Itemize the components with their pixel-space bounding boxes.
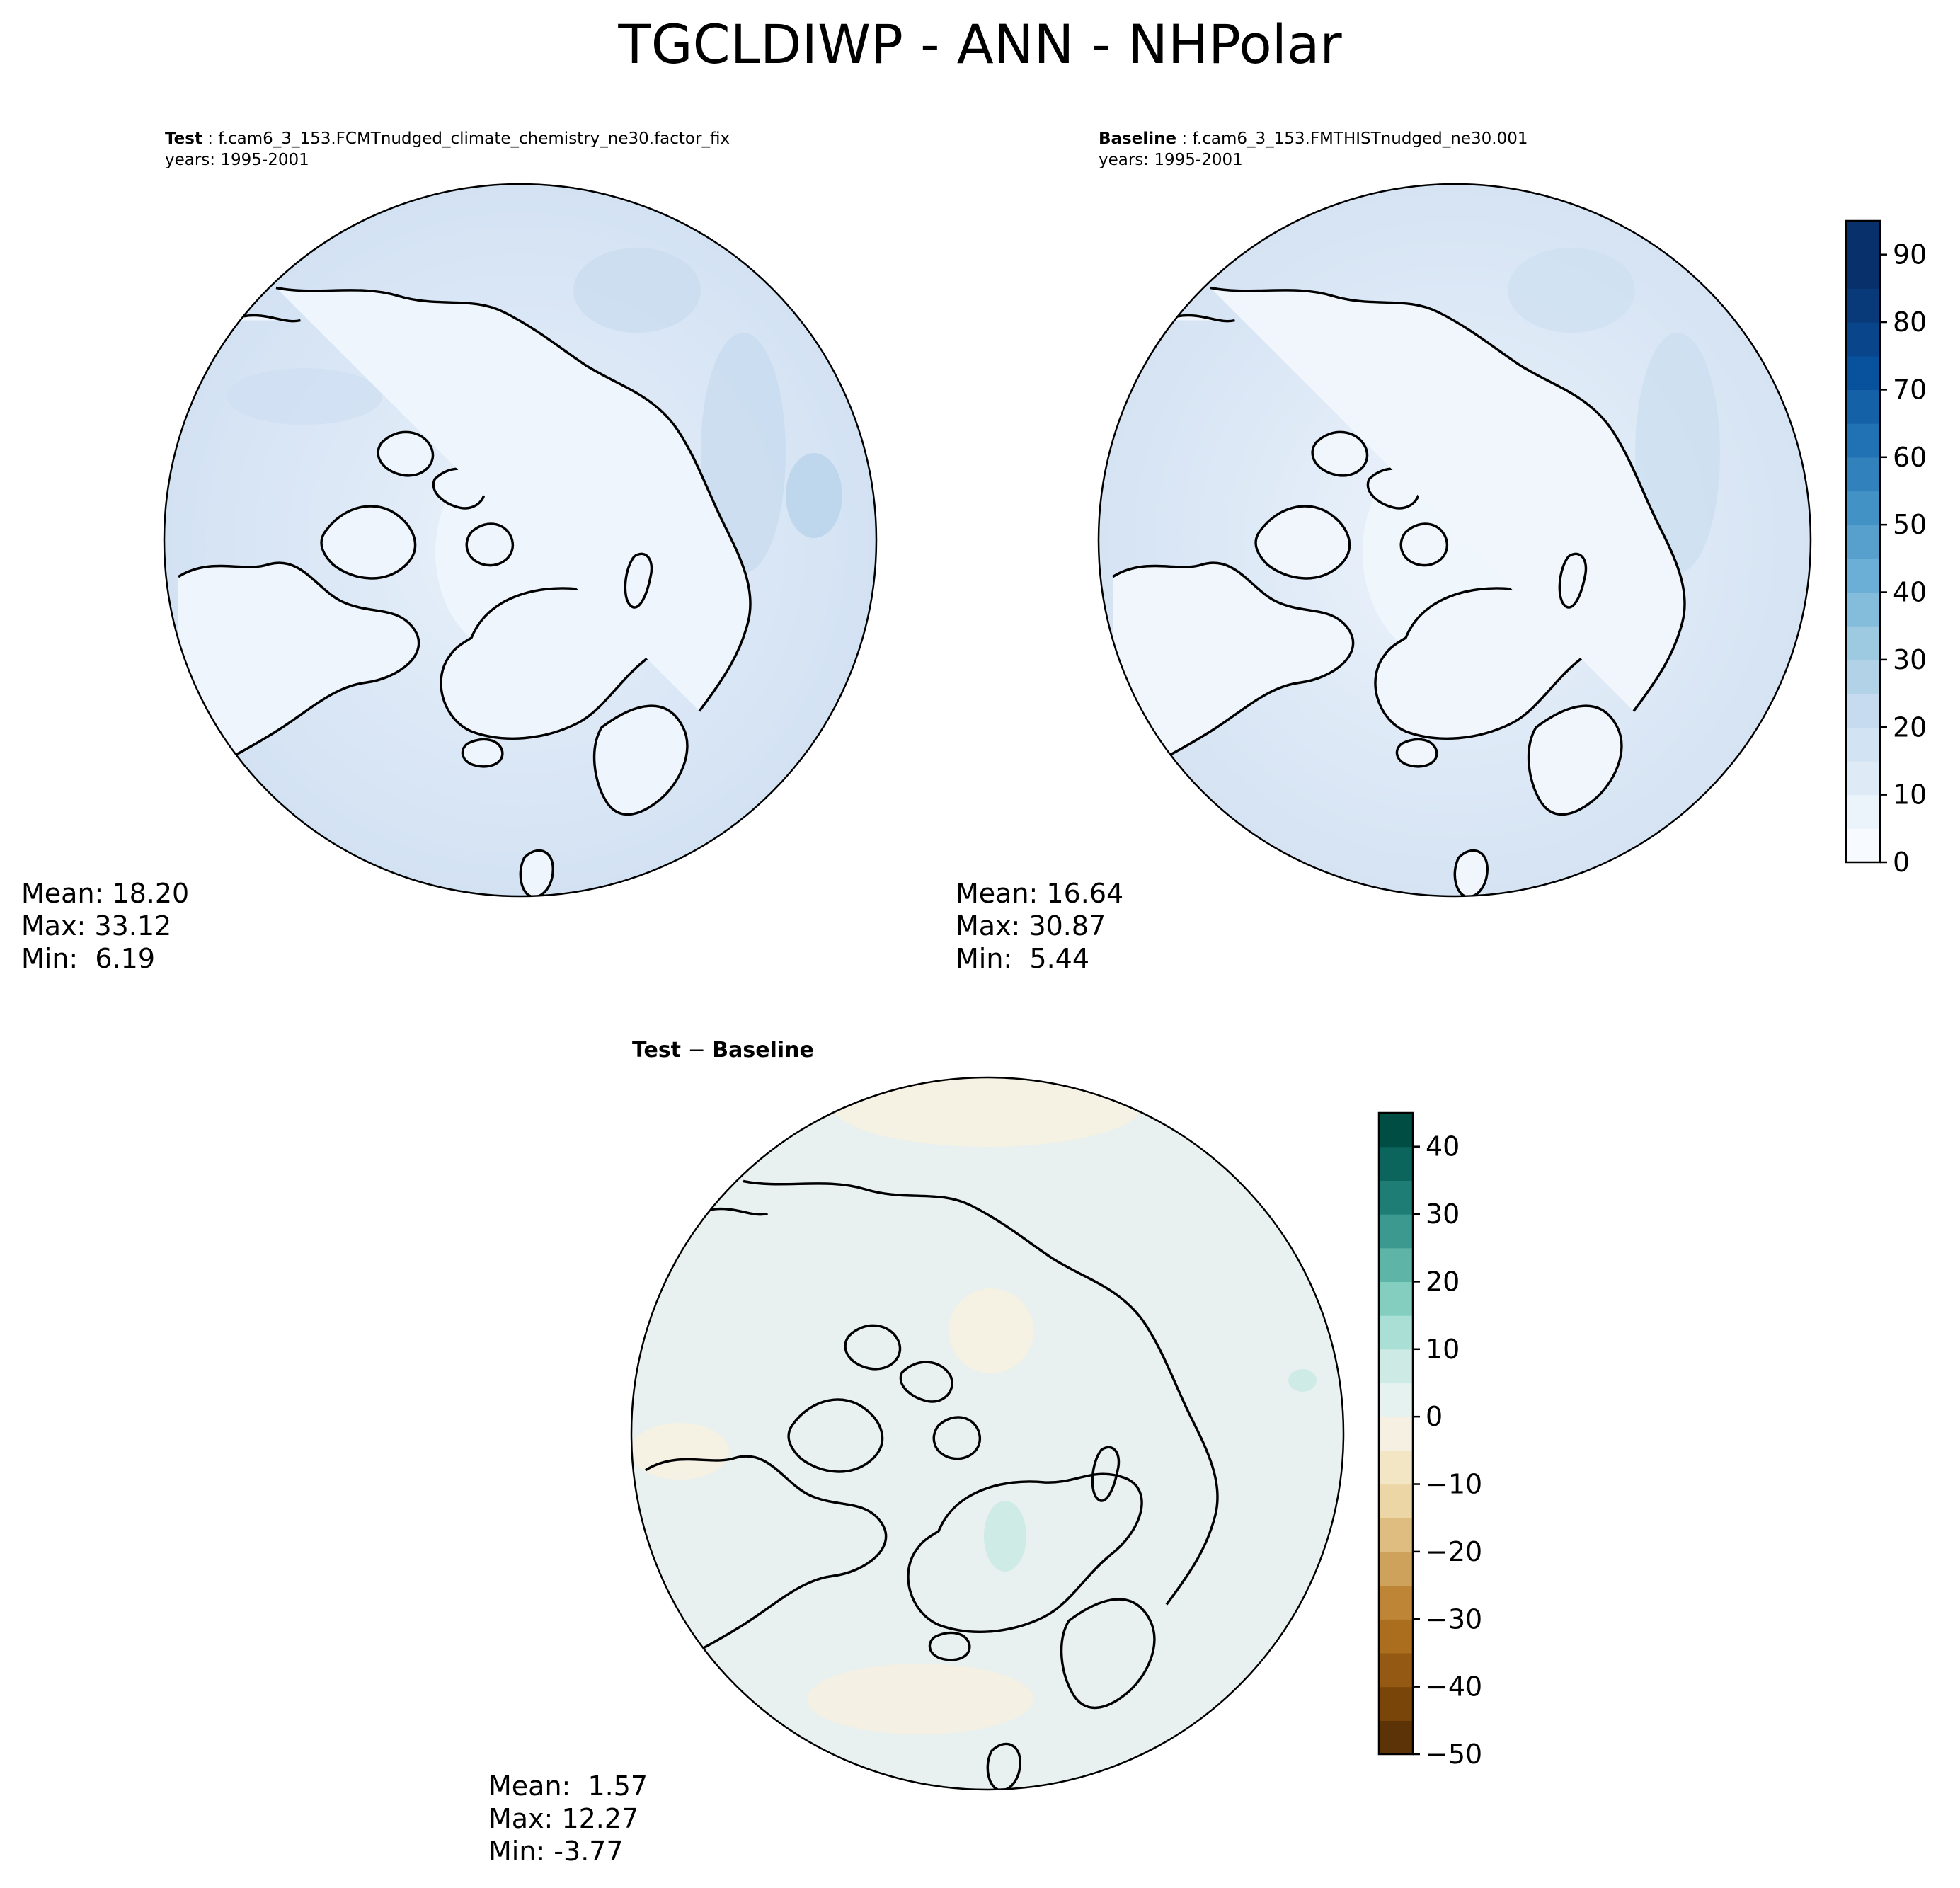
- cbar1-swatch: [1846, 525, 1880, 559]
- cbar2-swatch: [1379, 1180, 1413, 1215]
- cbar1-tick-label: 40: [1893, 577, 1927, 608]
- diff-mean: Mean: 1.57: [488, 1770, 648, 1802]
- cbar2-swatch: [1379, 1315, 1413, 1350]
- cbar1-tick-label: 70: [1893, 374, 1927, 405]
- cbar1-frame: [1845, 219, 1881, 864]
- cbar2-swatch: [1379, 1417, 1413, 1451]
- cbar2-swatch: [1379, 1281, 1413, 1316]
- cbar2-swatch: [1379, 1720, 1413, 1755]
- figure-title: TGCLDIWP - ANN - NHPolar: [618, 13, 1342, 76]
- baseline-map-boundary: [1097, 183, 1812, 898]
- diff-min: Min: -3.77: [488, 1836, 624, 1867]
- cbar1-swatch: [1846, 322, 1880, 357]
- cbar1-swatch: [1846, 221, 1880, 256]
- cbar2-swatch: [1379, 1484, 1413, 1518]
- diff-title-sep: −: [681, 1038, 713, 1063]
- cbar1-swatch: [1846, 727, 1880, 762]
- test-case-name: f.cam6_3_153.FCMTnudged_climate_chemistr…: [218, 130, 730, 148]
- cbar2-tick-label: −40: [1426, 1671, 1482, 1703]
- test-label: Test: [165, 130, 202, 148]
- cbar1-swatch: [1846, 760, 1880, 796]
- cbar2-swatch: [1379, 1146, 1413, 1181]
- cbar1-swatch: [1846, 355, 1880, 391]
- baseline-map-panel: [1097, 183, 1812, 898]
- diff-max: Max: 12.27: [488, 1803, 639, 1834]
- cbar2-swatch: [1379, 1214, 1413, 1249]
- cbar1-swatch: [1846, 558, 1880, 593]
- baseline-max: Max: 30.87: [956, 910, 1106, 942]
- baseline-min: Min: 5.44: [956, 943, 1089, 974]
- baseline-case-name: f.cam6_3_153.FMTHISTnudged_ne30.001: [1192, 130, 1528, 148]
- cbar2-swatch: [1379, 1247, 1413, 1283]
- cbar1-swatch: [1846, 794, 1880, 829]
- diff-map-boundary: [630, 1076, 1345, 1791]
- cbar1-swatch: [1846, 491, 1880, 525]
- cbar1-swatch: [1846, 828, 1880, 863]
- cbar1-swatch: [1846, 592, 1880, 627]
- cbar2-tick-label: 0: [1426, 1401, 1443, 1432]
- diff-map-panel: [630, 1076, 1345, 1791]
- cbar1-swatch: [1846, 659, 1880, 694]
- baseline-mean: Mean: 16.64: [956, 878, 1124, 909]
- test-max: Max: 33.12: [21, 910, 172, 942]
- cbar1-swatch: [1846, 423, 1880, 458]
- cbar2-swatch: [1379, 1686, 1413, 1721]
- cbar2-swatch: [1379, 1518, 1413, 1552]
- baseline-years: years: 1995-2001: [1099, 151, 1243, 169]
- cbar1-tick-label: 80: [1893, 307, 1927, 338]
- cbar2-tick-label: −20: [1426, 1536, 1482, 1567]
- cbar2-swatch: [1379, 1652, 1413, 1688]
- cbar2-tick-label: −50: [1426, 1739, 1482, 1770]
- cbar1-tick-label: 10: [1893, 779, 1927, 811]
- test-header: Test : f.cam6_3_153.FCMTnudged_climate_c…: [165, 130, 730, 148]
- cbar2-tick-label: −10: [1426, 1469, 1482, 1500]
- cbar1-swatch: [1846, 288, 1880, 323]
- test-min: Min: 6.19: [21, 943, 155, 974]
- cbar2-swatch: [1379, 1585, 1413, 1620]
- cbar1-tick-label: 0: [1893, 847, 1910, 878]
- cbar1-tick-label: 50: [1893, 509, 1927, 540]
- cbar2-tick-label: 30: [1426, 1198, 1460, 1230]
- diff-colorbar: 40 30 20 10 0 −10 −20 −30 −40 −50: [1377, 1111, 1482, 1770]
- cbar1-swatch: [1846, 389, 1880, 424]
- cbar2-swatch: [1379, 1113, 1413, 1148]
- cbar2-tick-label: 40: [1426, 1131, 1460, 1162]
- baseline-header: Baseline : f.cam6_3_153.FMTHISTnudged_ne…: [1099, 130, 1528, 148]
- test-baseline-colorbar: 0 10 20 30 40 50 60 70 80 90: [1845, 219, 1927, 878]
- cbar1-swatch: [1846, 626, 1880, 660]
- cbar2-tick-label: −30: [1426, 1603, 1482, 1635]
- cbar1-tick-label: 90: [1893, 239, 1927, 270]
- cbar2-swatch: [1379, 1551, 1413, 1586]
- cbar1-swatch: [1846, 254, 1880, 289]
- cbar2-swatch: [1379, 1349, 1413, 1384]
- diff-title-test: Test: [632, 1038, 682, 1063]
- cbar2-tick-label: 20: [1426, 1266, 1460, 1297]
- cbar2-swatch: [1379, 1619, 1413, 1654]
- cbar2-swatch: [1379, 1450, 1413, 1485]
- cbar1-swatch: [1846, 693, 1880, 728]
- cbar2-frame: [1377, 1111, 1414, 1756]
- test-map-boundary: [163, 183, 878, 898]
- test-mean: Mean: 18.20: [21, 878, 190, 909]
- cbar1-tick-label: 20: [1893, 711, 1927, 743]
- cbar1-swatch: [1846, 457, 1880, 492]
- cbar2-swatch: [1379, 1383, 1413, 1417]
- cbar1-tick-label: 60: [1893, 442, 1927, 473]
- baseline-label: Baseline: [1099, 130, 1177, 148]
- cbar2-tick-label: 10: [1426, 1334, 1460, 1365]
- diff-title-baseline: Baseline: [712, 1038, 814, 1063]
- test-years: years: 1995-2001: [165, 151, 309, 169]
- diff-title: Test − Baseline: [632, 1038, 814, 1063]
- test-map-panel: [163, 183, 878, 898]
- cbar1-tick-label: 30: [1893, 644, 1927, 675]
